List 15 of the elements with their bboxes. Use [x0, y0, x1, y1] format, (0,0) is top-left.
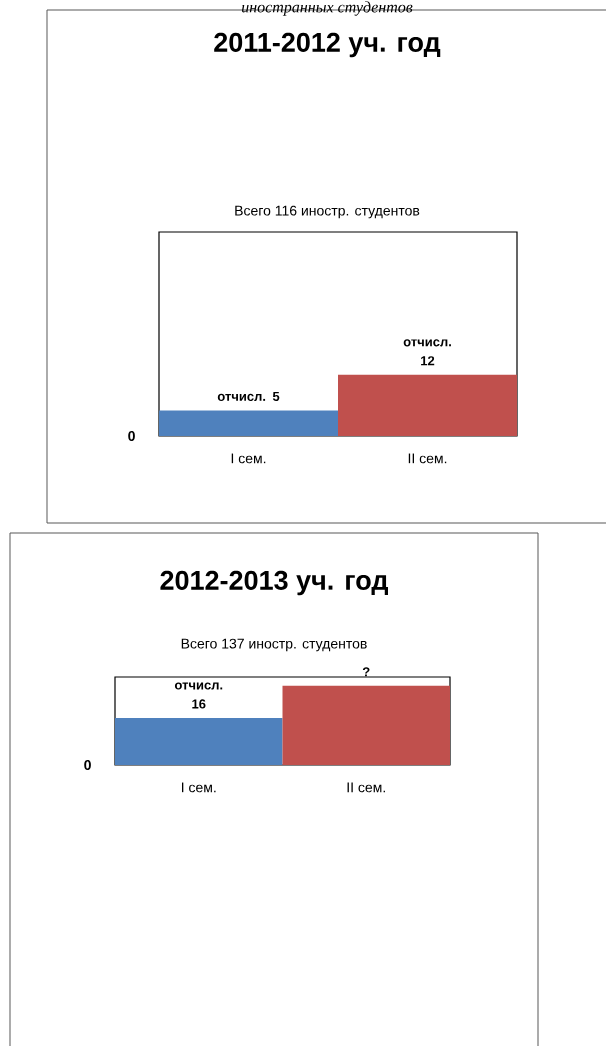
chart-title: 2011-2012 уч. год — [214, 32, 441, 58]
x-tick-label: I сем. — [231, 453, 266, 464]
text: 0 — [128, 431, 135, 441]
x-tick-label: I сем. — [182, 782, 216, 793]
x-tick-label: II сем. — [347, 782, 385, 793]
data-label: ? — [362, 667, 370, 677]
data-label: отчисл. 12 — [403, 339, 451, 366]
data-label: отчисл. 16 — [174, 682, 223, 709]
x-tick-label: II сем. — [408, 453, 447, 464]
text: иностранных студентов — [242, 1, 413, 16]
chart-subtitle: Всего 116 иностр. студентов — [235, 205, 420, 219]
data-label: отчисл. 5 — [217, 391, 280, 401]
chart-title: 2012-2013 уч. год — [160, 570, 388, 596]
text: 0 — [84, 760, 91, 770]
chart-subtitle: Всего 137 иностр. студентов — [181, 638, 367, 652]
